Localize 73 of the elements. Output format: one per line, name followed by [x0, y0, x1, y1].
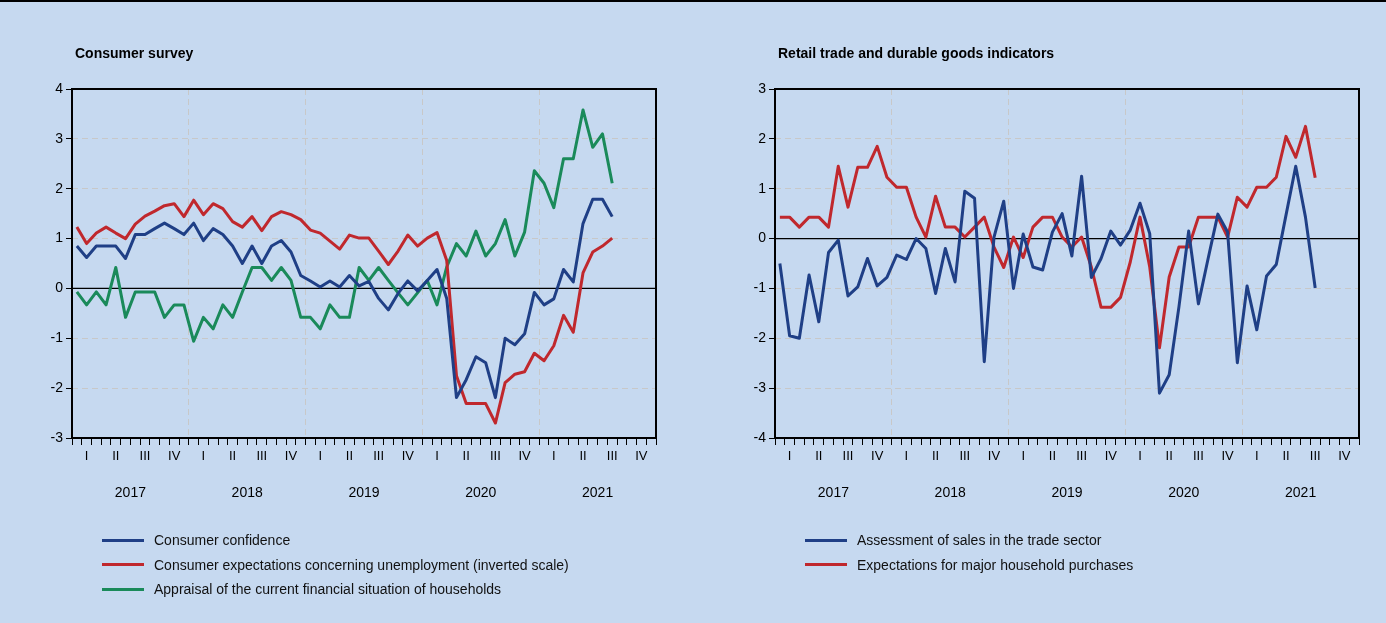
x-tick-label: IV: [871, 448, 884, 464]
x-tick-label: III: [606, 448, 618, 464]
x-tick-label: IV: [284, 448, 298, 464]
x-tick-label: II: [228, 448, 237, 464]
text: 2021: [1285, 483, 1317, 500]
x-tick-label: II: [931, 448, 940, 464]
y-tick-label: 1: [55, 229, 64, 246]
x-tick-label: II: [579, 448, 587, 464]
x-tick-label: I: [201, 448, 206, 464]
x-tick-label: I: [84, 448, 89, 464]
x-tick-label: IV: [168, 448, 181, 464]
x-tick-label: III: [139, 448, 151, 464]
x-tick-label: III: [373, 448, 385, 464]
chart-title: Retail trade and durable goods indicators: [778, 45, 1055, 61]
text: 2017: [114, 483, 147, 500]
text: 2020: [465, 483, 497, 500]
x-tick-label: I: [435, 448, 439, 464]
y-tick-label: 1: [758, 179, 767, 196]
x-tick-label: IV: [1338, 448, 1351, 464]
x-tick-label: III: [842, 448, 854, 464]
x-tick-label: II: [345, 448, 354, 464]
y-tick-label: -1: [753, 279, 767, 296]
x-tick-label: IV: [401, 448, 415, 464]
x-tick-label: I: [1021, 448, 1026, 464]
x-tick-label: III: [1076, 448, 1088, 464]
y-tick-label: -3: [50, 428, 64, 445]
x-tick-label: I: [318, 448, 323, 464]
y-tick-label: 0: [758, 229, 767, 246]
x-tick-label: IV: [1221, 448, 1235, 464]
y-tick-label: -3: [753, 379, 767, 395]
text: 2018: [231, 483, 263, 500]
y-tick-label: -1: [50, 329, 64, 346]
text: 2017: [817, 483, 850, 500]
x-tick-label: II: [1165, 448, 1173, 464]
text: 2019: [348, 483, 380, 500]
y-tick-label: -2: [753, 329, 767, 346]
x-tick-label: II: [462, 448, 470, 464]
x-tick-label: I: [787, 448, 792, 464]
x-tick-label: II: [815, 448, 823, 464]
x-tick-label: III: [959, 448, 971, 464]
x-tick-label: II: [1282, 448, 1290, 464]
y-tick-label: 2: [758, 129, 767, 146]
y-tick-label: 3: [55, 129, 64, 146]
legend-label: Expectations for major household purchases: [857, 556, 1134, 573]
x-tick-label: I: [1138, 448, 1142, 464]
y-tick-label: 3: [758, 79, 767, 96]
text: 2019: [1051, 483, 1083, 500]
x-tick-label: II: [1048, 448, 1057, 464]
x-tick-label: II: [112, 448, 120, 464]
text: 2020: [1168, 483, 1200, 500]
x-tick-label: I: [1254, 448, 1259, 464]
y-tick-label: -4: [753, 428, 767, 445]
x-tick-label: III: [1309, 448, 1321, 464]
x-tick-label: III: [489, 448, 501, 464]
x-tick-label: I: [551, 448, 556, 464]
x-tick-label: III: [1192, 448, 1204, 464]
x-tick-label: I: [904, 448, 909, 464]
legend-label: Consumer confidence: [154, 532, 291, 549]
y-tick-label: 2: [55, 179, 64, 196]
legend-label: Assessment of sales in the trade sector: [857, 532, 1102, 549]
x-tick-label: III: [256, 448, 268, 464]
x-tick-label: IV: [635, 448, 648, 464]
legend-label: Consumer expectations concerning unemployment (inverted scale): [154, 556, 569, 573]
x-tick-label: IV: [518, 448, 532, 464]
legend-label: Appraisal of the current financial situation of households: [154, 581, 502, 598]
x-tick-label: IV: [987, 448, 1001, 464]
text: 2021: [582, 483, 614, 500]
chart-title: Consumer survey: [75, 45, 194, 61]
x-tick-label: IV: [1104, 448, 1118, 464]
y-tick-label: 4: [55, 79, 64, 96]
y-tick-label: 0: [55, 279, 64, 296]
y-tick-label: -2: [50, 379, 64, 395]
text: 2018: [934, 483, 966, 500]
